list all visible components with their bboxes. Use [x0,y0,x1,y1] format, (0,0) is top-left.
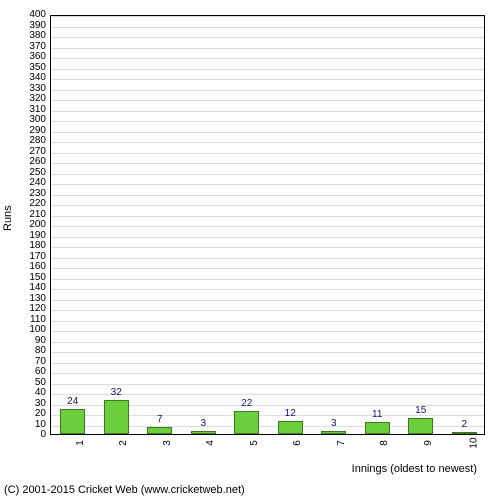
bar [452,432,477,434]
y-tick-label: 120 [0,304,46,314]
y-tick-label: 350 [0,63,46,73]
bar-value-label: 2 [452,419,477,430]
y-tick-label: 130 [0,294,46,304]
bar-value-label: 3 [321,418,346,429]
bar-group: 22 [234,14,259,434]
bar-group: 2 [452,14,477,434]
y-tick-label: 160 [0,262,46,272]
y-tick-label: 190 [0,231,46,241]
y-tick-label: 240 [0,178,46,188]
x-axis-label: Innings (oldest to newest) [352,463,477,475]
y-tick-label: 40 [0,388,46,398]
y-tick-label: 180 [0,241,46,251]
bar-group: 11 [365,14,390,434]
y-tick-label: 90 [0,336,46,346]
bar-value-label: 15 [408,405,433,416]
y-tick-label: 370 [0,42,46,52]
bar [234,411,259,434]
x-tick-label: 9 [423,440,434,446]
y-tick-label: 30 [0,399,46,409]
chart-plot-area: 24 32 7 3 22 12 3 11 15 2 [50,15,485,435]
bar-value-label: 11 [365,409,390,420]
bar [365,422,390,434]
bar-value-label: 3 [191,418,216,429]
bar [147,427,172,434]
y-tick-label: 60 [0,367,46,377]
y-tick-label: 230 [0,189,46,199]
x-tick-label: 4 [205,440,216,446]
bar-group: 15 [408,14,433,434]
y-tick-label: 310 [0,105,46,115]
y-tick-label: 390 [0,21,46,31]
y-tick-label: 100 [0,325,46,335]
bar-value-label: 7 [147,414,172,425]
x-tick-label: 7 [336,440,347,446]
bar-group: 3 [321,14,346,434]
chart-container: 0102030405060708090100110120130140150160… [0,0,500,500]
y-tick-label: 380 [0,31,46,41]
copyright: (C) 2001-2015 Cricket Web (www.cricketwe… [4,484,245,496]
bar-group: 32 [104,14,129,434]
bar-value-label: 32 [104,387,129,398]
x-tick-label: 6 [292,440,303,446]
x-tick-label: 5 [249,440,260,446]
x-axis: 1 2 3 4 5 6 7 8 9 10 Innings (oldest to newest) [50,437,485,477]
x-tick-label: 3 [162,440,173,446]
bar [321,431,346,434]
y-tick-label: 400 [0,10,46,20]
y-tick-label: 260 [0,157,46,167]
y-tick-label: 70 [0,357,46,367]
y-tick-label: 10 [0,420,46,430]
bar-group: 7 [147,14,172,434]
y-tick-label: 110 [0,315,46,325]
y-tick-label: 270 [0,147,46,157]
bar-group: 3 [191,14,216,434]
bar [408,418,433,434]
bar-value-label: 22 [234,398,259,409]
y-tick-label: 250 [0,168,46,178]
bar [104,400,129,434]
bar [278,421,303,434]
bar [191,431,216,434]
y-tick-label: 150 [0,273,46,283]
y-tick-label: 320 [0,94,46,104]
x-tick-label: 2 [118,440,129,446]
y-tick-label: 80 [0,346,46,356]
y-tick-label: 50 [0,378,46,388]
y-tick-label: 290 [0,126,46,136]
x-tick-label: 8 [379,440,390,446]
y-tick-label: 330 [0,84,46,94]
bar-value-label: 24 [60,396,85,407]
y-tick-label: 280 [0,136,46,146]
y-tick-label: 340 [0,73,46,83]
y-axis-label: Runs [2,205,14,231]
x-tick-label: 1 [75,440,86,446]
x-tick-label: 10 [469,437,480,448]
y-tick-label: 170 [0,252,46,262]
bars: 24 32 7 3 22 12 3 11 15 2 [51,16,484,434]
y-tick-label: 0 [0,430,46,440]
bar-value-label: 12 [278,408,303,419]
y-tick-label: 360 [0,52,46,62]
bar-group: 12 [278,14,303,434]
bar-group: 24 [60,14,85,434]
y-tick-label: 300 [0,115,46,125]
y-tick-label: 140 [0,283,46,293]
bar [60,409,85,434]
y-tick-label: 20 [0,409,46,419]
